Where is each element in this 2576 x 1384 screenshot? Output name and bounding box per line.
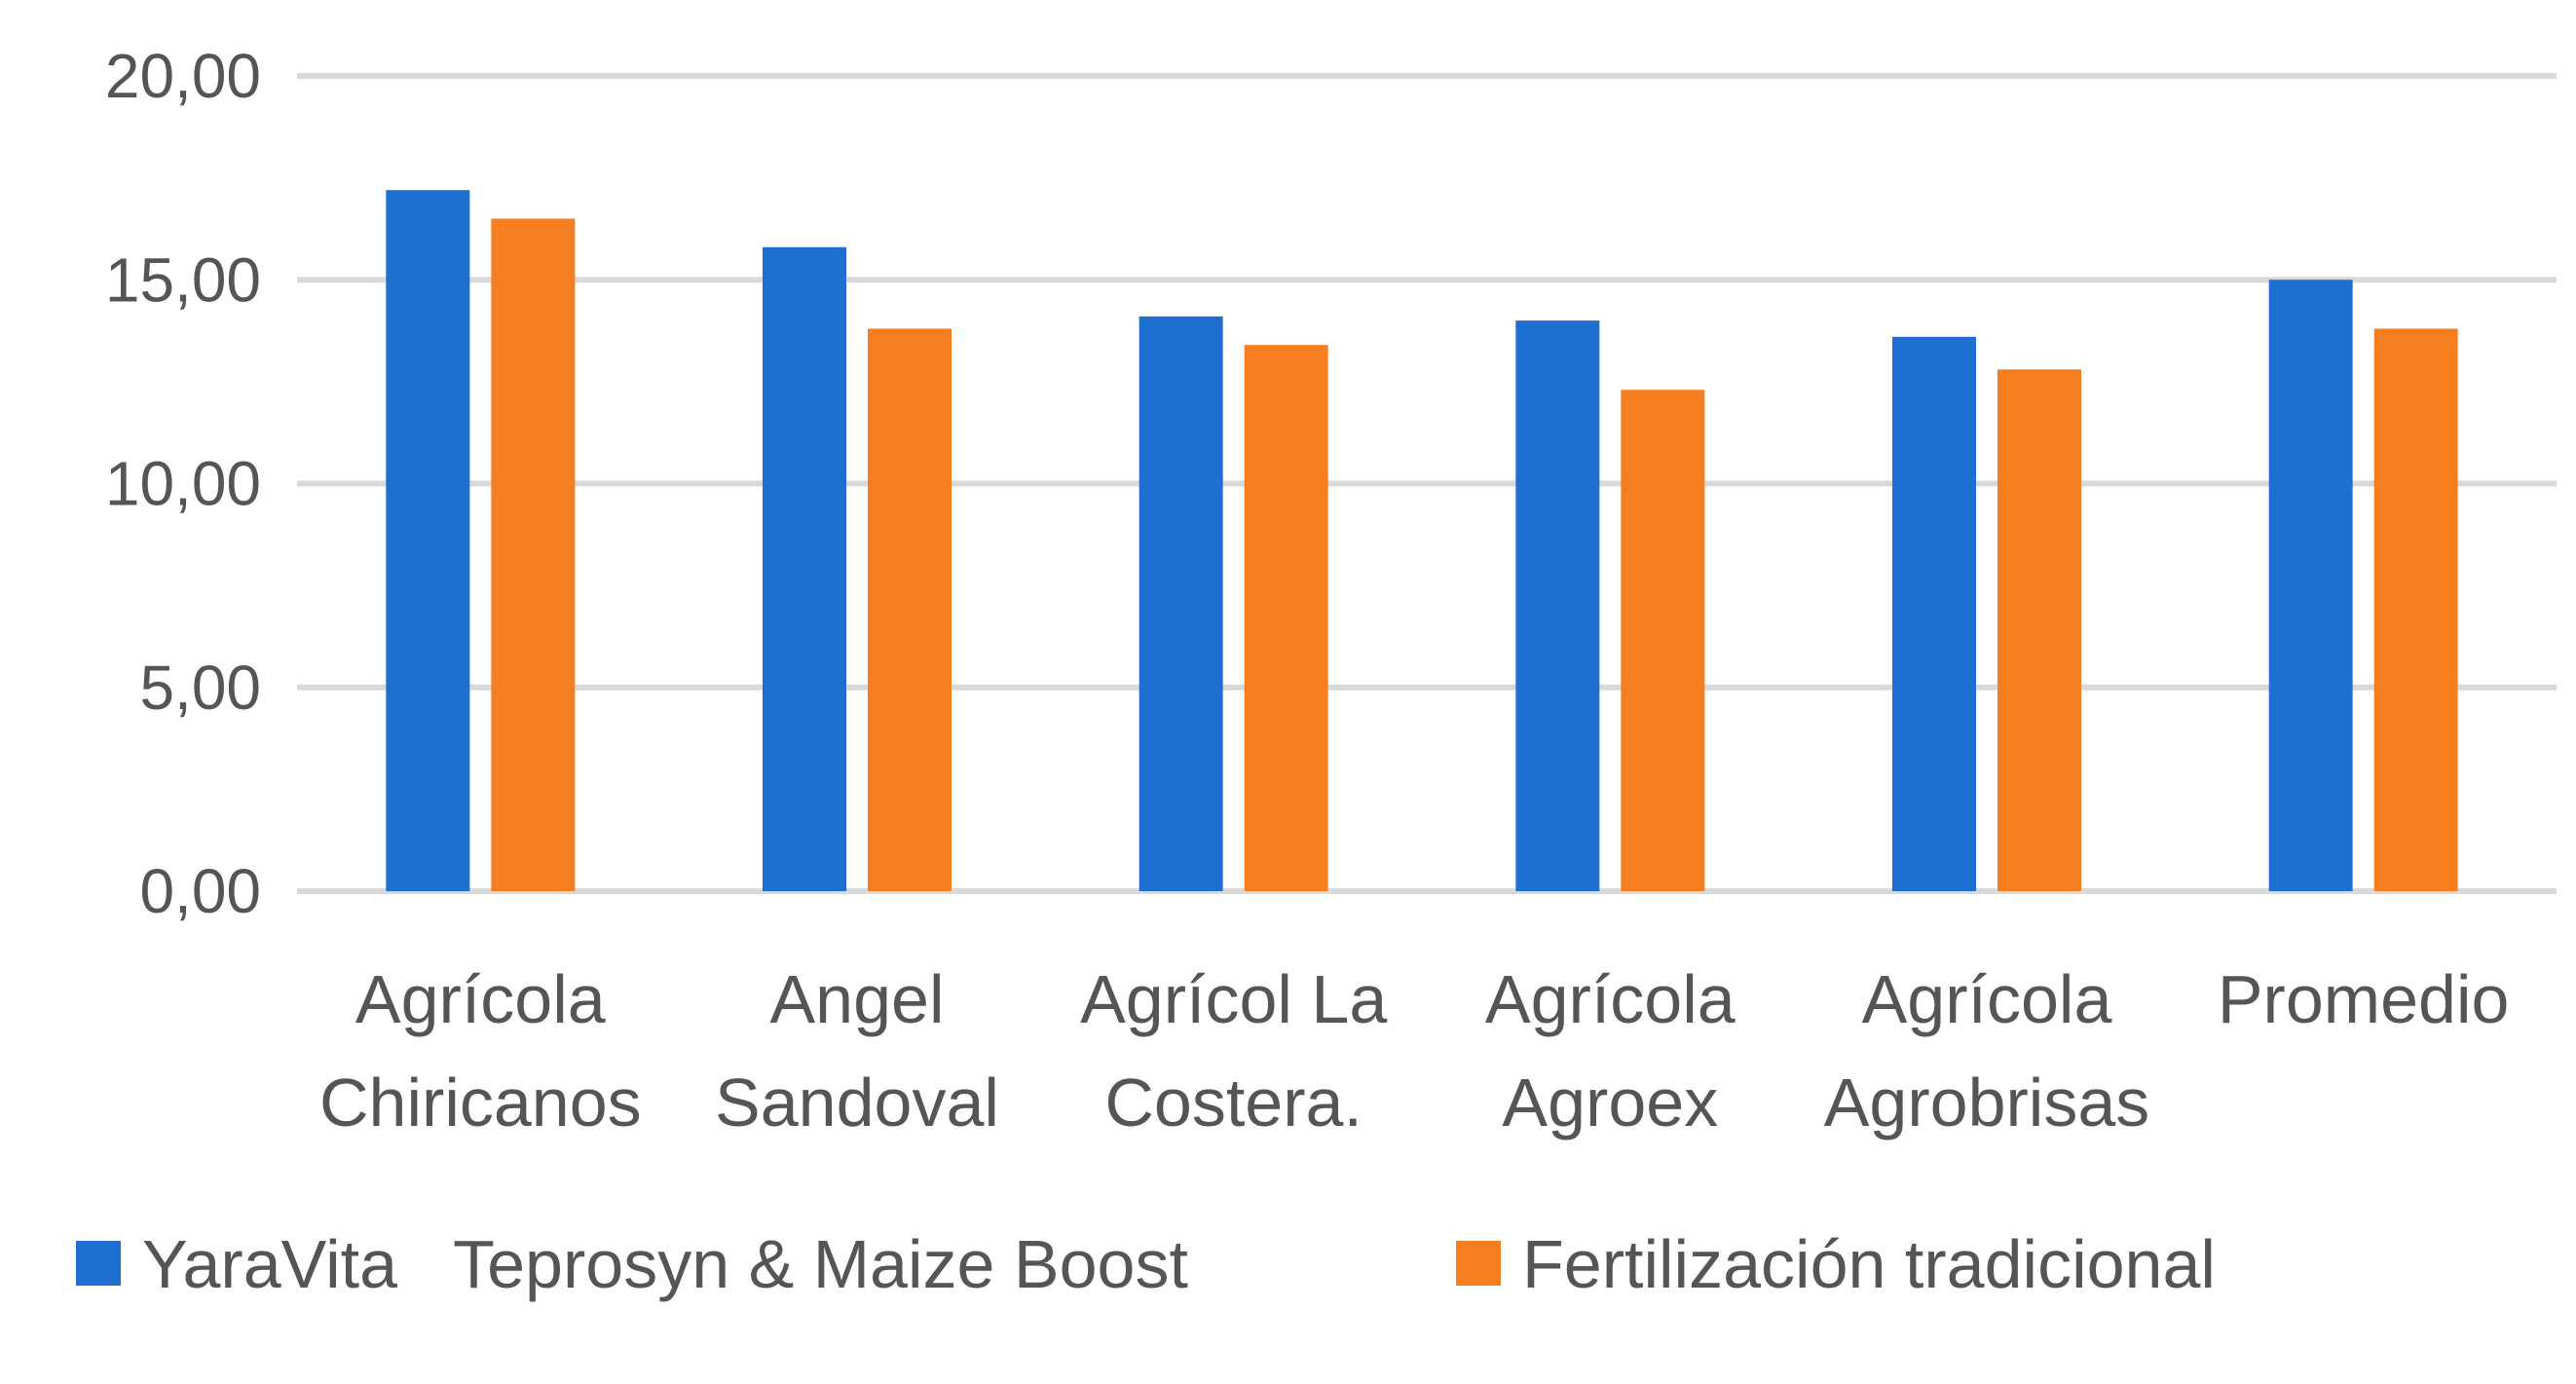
x-category-label-line: Sandoval <box>715 1065 999 1141</box>
bar-fertilizacion <box>1244 345 1328 892</box>
legend-label: YaraVita Teprosyn & Maize Boost <box>142 1226 1188 1302</box>
x-category-label: Agrícola Agroex <box>1485 961 1736 1141</box>
y-tick-label: 5,00 <box>139 653 261 723</box>
x-category-label: Agrícola Chiricanos <box>319 961 642 1141</box>
bar-fertilizacion <box>1621 390 1705 891</box>
x-category-label: Agrícol La Costera. <box>1080 961 1387 1141</box>
x-category-label: Angel Sandoval <box>715 961 999 1141</box>
bar-fertilizacion <box>1997 369 2081 891</box>
y-axis-ticks: 0,00 5,00 10,00 15,00 20,00 <box>105 41 261 926</box>
x-category-label-line: Chiricanos <box>319 1065 642 1141</box>
bar-yaravita <box>386 190 470 891</box>
y-tick-label: 15,00 <box>105 244 261 315</box>
bar-yaravita <box>1515 320 1600 892</box>
legend-swatch <box>1456 1241 1501 1286</box>
x-category-label-line: Agroex <box>1502 1065 1718 1141</box>
x-category-label-line: Agrícola <box>1485 961 1736 1037</box>
legend-swatch <box>76 1241 121 1286</box>
x-category-label: Agrícola Agrobrisas <box>1824 961 2150 1141</box>
bar-yaravita <box>1139 316 1223 891</box>
x-category-label-line: Agrobrisas <box>1824 1065 2150 1141</box>
x-category-label-line: Costera. <box>1104 1065 1363 1141</box>
bar-fertilizacion <box>2373 328 2458 892</box>
y-tick-label: 0,00 <box>139 856 261 926</box>
y-tick-label: 10,00 <box>105 449 261 519</box>
x-category-label-line: Agrícol La <box>1080 961 1387 1037</box>
bars <box>386 190 2458 892</box>
bar-yaravita <box>763 246 846 891</box>
x-axis-labels: Agrícola Chiricanos Angel Sandoval Agrícol L… <box>319 961 2509 1141</box>
x-category-label-line: Agrícola <box>1862 961 2112 1037</box>
bar-fertilizacion <box>868 328 952 892</box>
legend-label: Fertilización tradicional <box>1522 1226 2216 1302</box>
bar-yaravita <box>1892 336 1976 892</box>
bar-yaravita <box>2268 280 2353 891</box>
gridlines <box>297 73 2557 894</box>
x-category-label-line: Agrícola <box>355 961 606 1037</box>
x-category-label-line: Promedio <box>2218 961 2510 1037</box>
bar-fertilizacion <box>491 218 576 892</box>
legend: YaraVita Teprosyn & Maize Boost Fertiliza… <box>76 1226 2216 1302</box>
x-category-label: Promedio <box>2218 961 2510 1037</box>
y-tick-label: 20,00 <box>105 41 261 111</box>
x-category-label-line: Angel <box>769 961 944 1037</box>
